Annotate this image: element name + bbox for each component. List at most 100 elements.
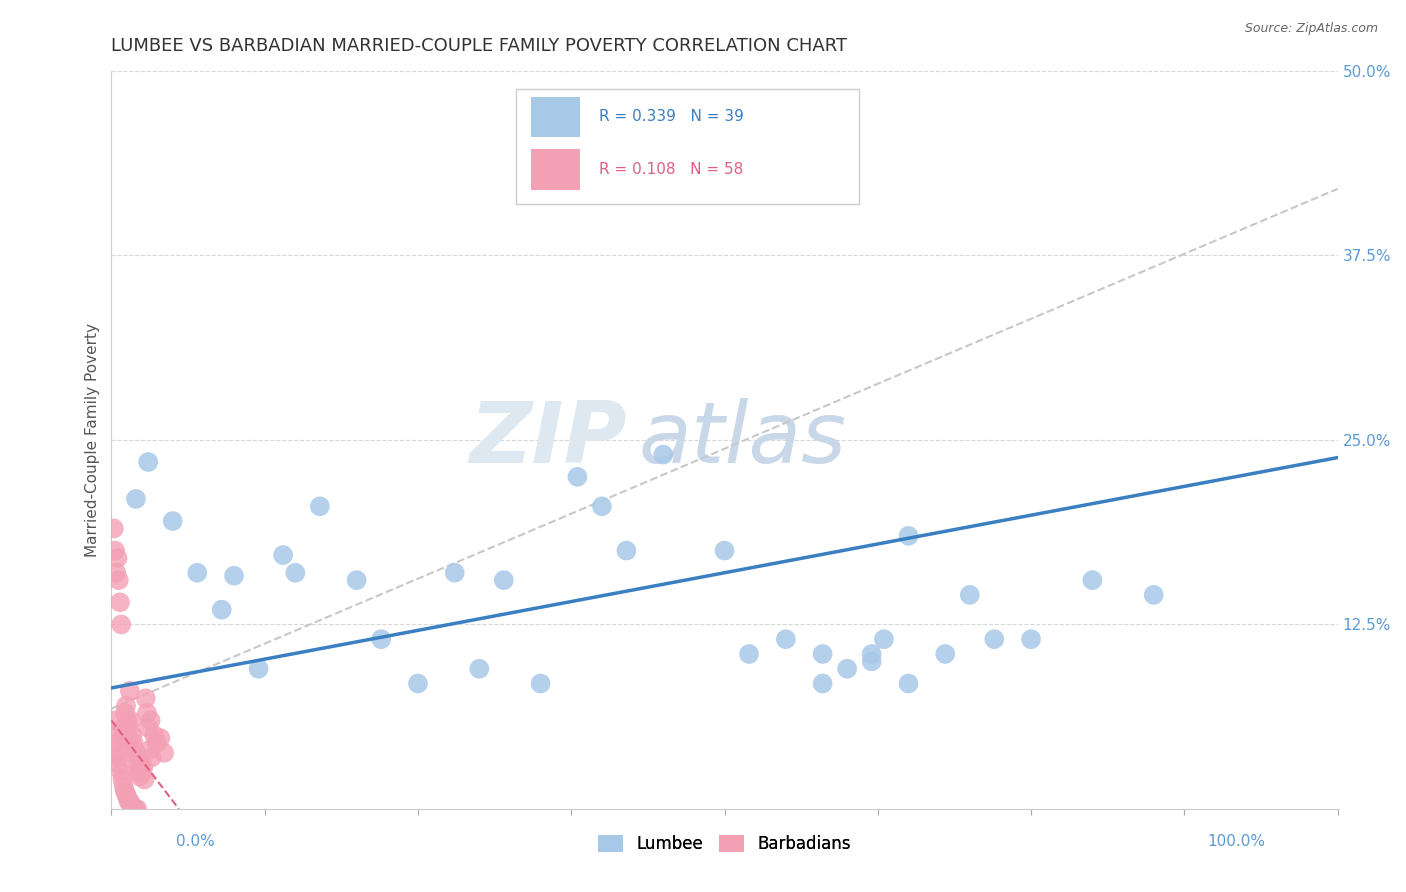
- Point: [370, 632, 392, 647]
- Point: [811, 676, 834, 690]
- Text: R = 0.108   N = 58: R = 0.108 N = 58: [599, 162, 744, 178]
- Point: [837, 662, 859, 676]
- Point: [118, 795, 141, 809]
- Point: [135, 691, 157, 706]
- Point: [136, 455, 159, 469]
- Point: [112, 731, 135, 746]
- Point: [1081, 573, 1104, 587]
- Text: atlas: atlas: [638, 399, 846, 482]
- Point: [713, 543, 735, 558]
- Point: [141, 750, 163, 764]
- Point: [211, 602, 233, 616]
- Point: [492, 573, 515, 587]
- Point: [143, 728, 166, 742]
- Point: [122, 800, 145, 814]
- Point: [837, 182, 859, 196]
- Point: [127, 765, 149, 780]
- Point: [138, 743, 160, 757]
- Point: [128, 770, 150, 784]
- Point: [107, 750, 129, 764]
- Legend: Lumbee, Barbadians: Lumbee, Barbadians: [591, 829, 858, 860]
- Point: [1143, 588, 1166, 602]
- Point: [271, 548, 294, 562]
- Point: [529, 676, 551, 690]
- Point: [284, 566, 307, 580]
- Point: [117, 795, 139, 809]
- Point: [127, 757, 149, 772]
- Point: [591, 500, 613, 514]
- Point: [162, 514, 184, 528]
- Point: [153, 746, 176, 760]
- Point: [860, 654, 883, 668]
- Point: [110, 617, 132, 632]
- Point: [117, 714, 139, 728]
- Point: [897, 529, 920, 543]
- Point: [125, 491, 148, 506]
- Text: 100.0%: 100.0%: [1208, 834, 1265, 849]
- Point: [406, 676, 429, 690]
- Point: [103, 714, 125, 728]
- Text: Source: ZipAtlas.com: Source: ZipAtlas.com: [1244, 22, 1378, 36]
- Point: [616, 543, 638, 558]
- Point: [247, 662, 270, 676]
- Point: [122, 735, 145, 749]
- Point: [127, 802, 149, 816]
- FancyBboxPatch shape: [516, 89, 859, 203]
- Point: [117, 790, 139, 805]
- Point: [108, 595, 131, 609]
- Point: [115, 698, 138, 713]
- Point: [127, 750, 149, 764]
- Point: [115, 787, 138, 801]
- Point: [136, 706, 159, 720]
- Point: [309, 500, 332, 514]
- Point: [111, 721, 134, 735]
- Point: [567, 470, 589, 484]
- Point: [811, 647, 834, 661]
- Text: ZIP: ZIP: [468, 399, 627, 482]
- Point: [131, 765, 153, 780]
- Point: [118, 684, 141, 698]
- FancyBboxPatch shape: [531, 149, 579, 190]
- Point: [107, 573, 129, 587]
- Point: [120, 714, 142, 728]
- Point: [468, 662, 491, 676]
- Point: [146, 735, 169, 749]
- Point: [117, 721, 139, 735]
- Point: [114, 784, 136, 798]
- Point: [149, 731, 172, 746]
- Point: [132, 761, 155, 775]
- Point: [125, 746, 148, 760]
- Point: [111, 772, 134, 787]
- Point: [107, 551, 129, 566]
- Point: [186, 566, 208, 580]
- Point: [110, 765, 132, 780]
- Point: [897, 676, 920, 690]
- Point: [120, 797, 142, 812]
- Point: [121, 799, 143, 814]
- Text: LUMBEE VS BARBADIAN MARRIED-COUPLE FAMILY POVERTY CORRELATION CHART: LUMBEE VS BARBADIAN MARRIED-COUPLE FAMIL…: [111, 37, 848, 55]
- Point: [1019, 632, 1042, 647]
- Text: R = 0.339   N = 39: R = 0.339 N = 39: [599, 110, 744, 125]
- Point: [114, 706, 136, 720]
- Point: [346, 573, 368, 587]
- Y-axis label: Married-Couple Family Poverty: Married-Couple Family Poverty: [86, 323, 100, 557]
- Point: [738, 647, 761, 661]
- FancyBboxPatch shape: [531, 96, 579, 137]
- Point: [103, 521, 125, 535]
- Point: [129, 757, 152, 772]
- Point: [128, 761, 150, 775]
- Point: [105, 566, 128, 580]
- Point: [652, 448, 675, 462]
- Point: [124, 802, 146, 816]
- Point: [775, 632, 797, 647]
- Text: 0.0%: 0.0%: [176, 834, 215, 849]
- Point: [934, 647, 956, 661]
- Point: [139, 714, 162, 728]
- Point: [860, 647, 883, 661]
- Point: [443, 566, 465, 580]
- Point: [112, 780, 135, 794]
- Point: [136, 721, 159, 735]
- Point: [104, 543, 127, 558]
- Point: [222, 568, 245, 582]
- Point: [108, 757, 131, 772]
